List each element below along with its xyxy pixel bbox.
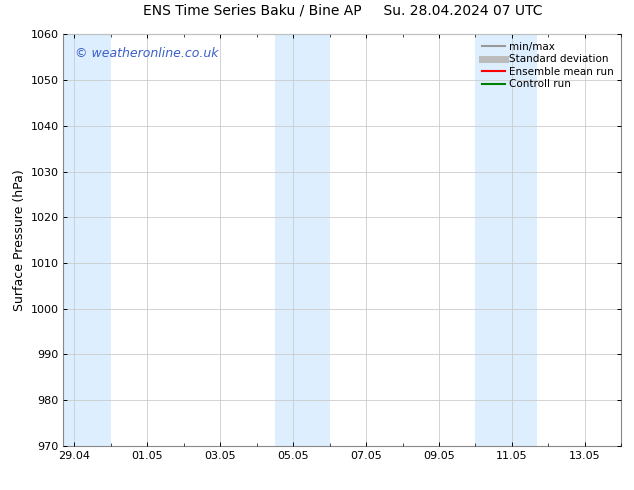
- Bar: [63, 34, 111, 446]
- Bar: [275, 34, 330, 446]
- Y-axis label: Surface Pressure (hPa): Surface Pressure (hPa): [13, 169, 26, 311]
- Legend: min/max, Standard deviation, Ensemble mean run, Controll run: min/max, Standard deviation, Ensemble me…: [480, 40, 616, 92]
- Bar: [476, 34, 538, 446]
- Text: © weatheronline.co.uk: © weatheronline.co.uk: [75, 47, 218, 60]
- Text: ENS Time Series Baku / Bine AP     Su. 28.04.2024 07 UTC: ENS Time Series Baku / Bine AP Su. 28.04…: [143, 4, 542, 18]
